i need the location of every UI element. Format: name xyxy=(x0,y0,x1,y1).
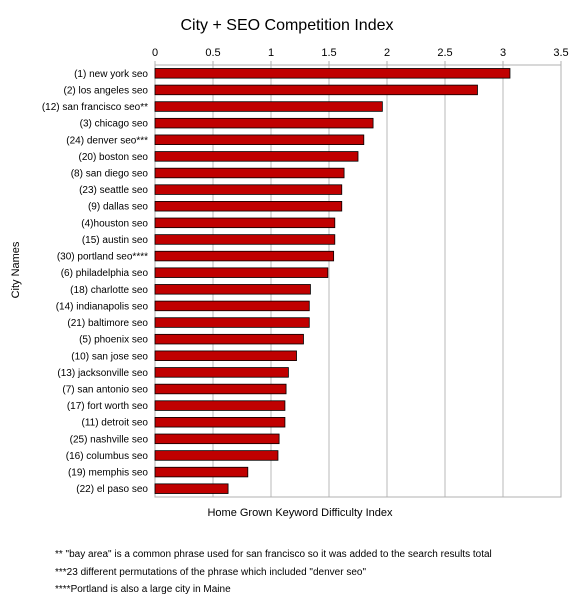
bar xyxy=(154,101,383,112)
footnotes: ** "bay area" is a common phrase used fo… xyxy=(55,546,575,599)
y-tick-label: (10) san jose seo xyxy=(71,351,148,362)
bar xyxy=(154,417,286,428)
y-tick-label: (6) philadelphia seo xyxy=(61,268,149,279)
bar xyxy=(154,466,249,478)
bar xyxy=(154,483,229,494)
bar xyxy=(154,450,279,461)
y-tick-label: (3) chicago seo xyxy=(80,119,149,130)
bar xyxy=(154,134,365,145)
bar xyxy=(154,68,511,79)
bar xyxy=(154,250,335,262)
x-tick-label: 1 xyxy=(268,47,274,59)
bars xyxy=(154,68,511,494)
y-tick-label: (17) fort worth seo xyxy=(67,401,149,412)
x-axis-ticks: 0 0.5 1 1.5 2 2.5 3 3.5 xyxy=(152,47,569,65)
bar xyxy=(154,201,343,212)
y-tick-label: (22) el paso seo xyxy=(76,484,148,495)
y-tick-label: (7) san antonio seo xyxy=(62,385,148,396)
y-tick-label: (13) jacksonville seo xyxy=(57,368,148,379)
y-tick-label: (14) indianapolis seo xyxy=(56,301,149,312)
bar xyxy=(154,184,343,195)
x-axis-title: Home Grown Keyword Difficulty Index xyxy=(207,507,393,519)
y-tick-label: (4)houston seo xyxy=(81,218,148,229)
x-tick-label: 2 xyxy=(384,47,390,59)
y-tick-label: (16) columbus seo xyxy=(66,451,149,462)
bar xyxy=(154,234,336,245)
y-tick-label: (25) nashville seo xyxy=(70,434,149,445)
x-tick-label: 3 xyxy=(500,47,506,59)
footnote-bay-area: ** "bay area" is a common phrase used fo… xyxy=(55,549,492,560)
footnote-portland: ****Portland is also a large city in Mai… xyxy=(55,584,231,595)
bar xyxy=(154,167,345,179)
y-tick-label: (18) charlotte seo xyxy=(70,285,148,296)
y-tick-label: (8) san diego seo xyxy=(71,169,149,180)
bar xyxy=(154,433,280,445)
bar xyxy=(154,300,310,312)
footnote-denver: ***23 different permutations of the phra… xyxy=(55,566,366,578)
x-tick-label: 2.5 xyxy=(437,47,452,59)
bar xyxy=(154,400,286,411)
x-tick-label: 1.5 xyxy=(321,47,336,59)
bar xyxy=(154,284,311,295)
chart-title: City + SEO Competition Index xyxy=(181,17,394,34)
y-tick-label: (23) seattle seo xyxy=(79,185,148,196)
y-tick-label: (5) phoenix seo xyxy=(79,335,148,346)
x-tick-label: 3.5 xyxy=(553,47,568,59)
bar xyxy=(154,151,359,162)
y-tick-label: (1) new york seo xyxy=(74,69,148,80)
gridlines xyxy=(154,65,562,497)
y-tick-label: (11) detroit seo xyxy=(81,418,148,429)
y-axis-title: City Names xyxy=(10,241,22,298)
bar xyxy=(154,217,336,229)
plot-area xyxy=(154,64,562,498)
bar xyxy=(154,350,297,361)
bar xyxy=(154,267,329,278)
bar xyxy=(154,383,287,395)
bar xyxy=(154,84,478,96)
bar-chart: City + SEO Competition Index 0 0.5 1 1.5 2 2.… xyxy=(10,17,569,519)
y-tick-label: (21) baltimore seo xyxy=(67,318,148,329)
bar xyxy=(154,367,289,378)
x-tick-label: 0 xyxy=(152,47,158,59)
y-axis-labels: (1) new york seo (2) los angeles seo (12) … xyxy=(42,69,149,495)
x-tick-label: 0.5 xyxy=(205,47,220,59)
y-tick-label: (9) dallas seo xyxy=(88,202,148,213)
y-tick-label: (12) san francisco seo** xyxy=(42,102,148,113)
bar xyxy=(154,317,310,328)
y-tick-label: (20) boston seo xyxy=(79,152,149,163)
y-tick-label: (30) portland seo**** xyxy=(57,252,148,263)
bar xyxy=(154,117,374,129)
y-tick-label: (24) denver seo*** xyxy=(66,135,148,146)
bar xyxy=(154,333,304,345)
y-tick-label: (2) los angeles seo xyxy=(64,85,149,96)
y-tick-label: (19) memphis seo xyxy=(68,468,148,479)
y-tick-label: (15) austin seo xyxy=(82,235,149,246)
